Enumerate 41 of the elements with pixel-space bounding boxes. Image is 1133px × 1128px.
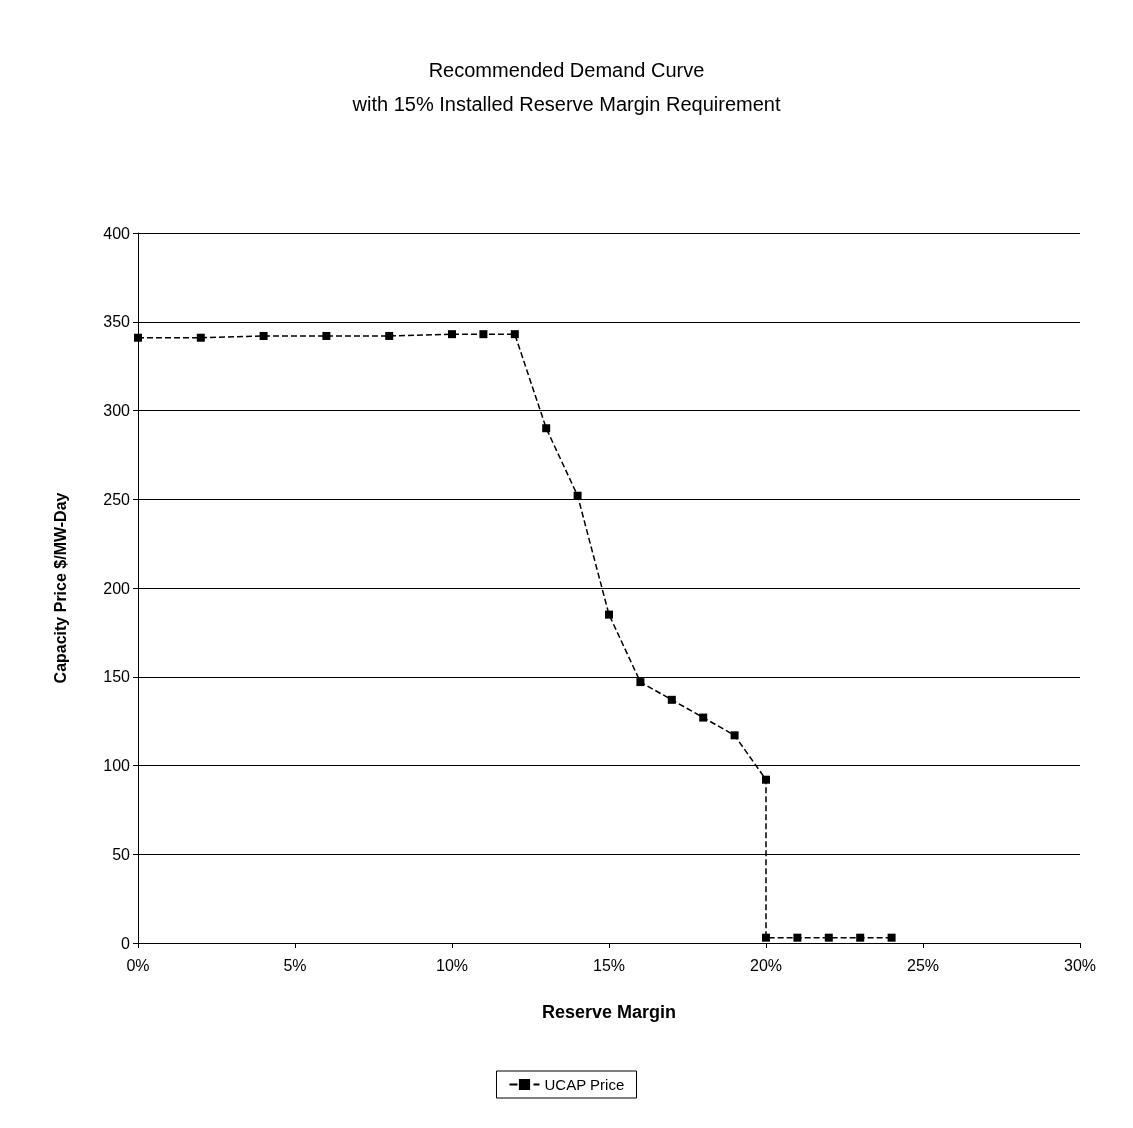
x-tick-label: 0% [126, 956, 150, 974]
x-tick-label: 20% [749, 956, 783, 974]
y-tick-label: 0 [121, 934, 131, 952]
point [542, 424, 551, 433]
point [824, 933, 833, 942]
x-tick-label: 10% [435, 956, 469, 974]
point [762, 775, 770, 784]
point [762, 933, 770, 942]
x-tick-label: 5% [283, 956, 307, 974]
point [448, 330, 456, 339]
x-axis-title: Reserve Margin [541, 1002, 677, 1022]
point [793, 933, 802, 942]
point [699, 713, 708, 722]
point [322, 331, 331, 340]
point [605, 610, 613, 619]
point [385, 331, 394, 340]
y-tick-label: 350 [103, 313, 131, 331]
x-tick-label: 30% [1063, 956, 1097, 974]
point [259, 331, 268, 340]
point [196, 333, 205, 342]
y-axis-title: Capacity Price $/MW-Day [51, 492, 69, 684]
y-tick-label: 250 [103, 490, 131, 508]
point [887, 933, 896, 942]
x-tick-label: 15% [592, 956, 626, 974]
point [479, 330, 488, 339]
point [134, 333, 142, 342]
point [667, 695, 676, 704]
point [730, 731, 739, 740]
y-tick-label: 150 [103, 668, 131, 686]
y-tick-label: 50 [112, 845, 131, 863]
point [636, 678, 645, 687]
point [510, 330, 519, 339]
point [856, 933, 865, 942]
y-tick-label: 400 [103, 224, 131, 242]
legend-label: UCAP Price [544, 1076, 625, 1093]
y-tick-label: 100 [103, 757, 131, 774]
x-tick-label: 25% [906, 956, 940, 974]
chart-title: Recommended Demand Curve with 15% Installed Reserve Margin Requirement [351, 59, 781, 115]
y-tick-label: 300 [103, 402, 131, 419]
y-tick-label: 200 [103, 579, 131, 597]
point [573, 491, 582, 500]
